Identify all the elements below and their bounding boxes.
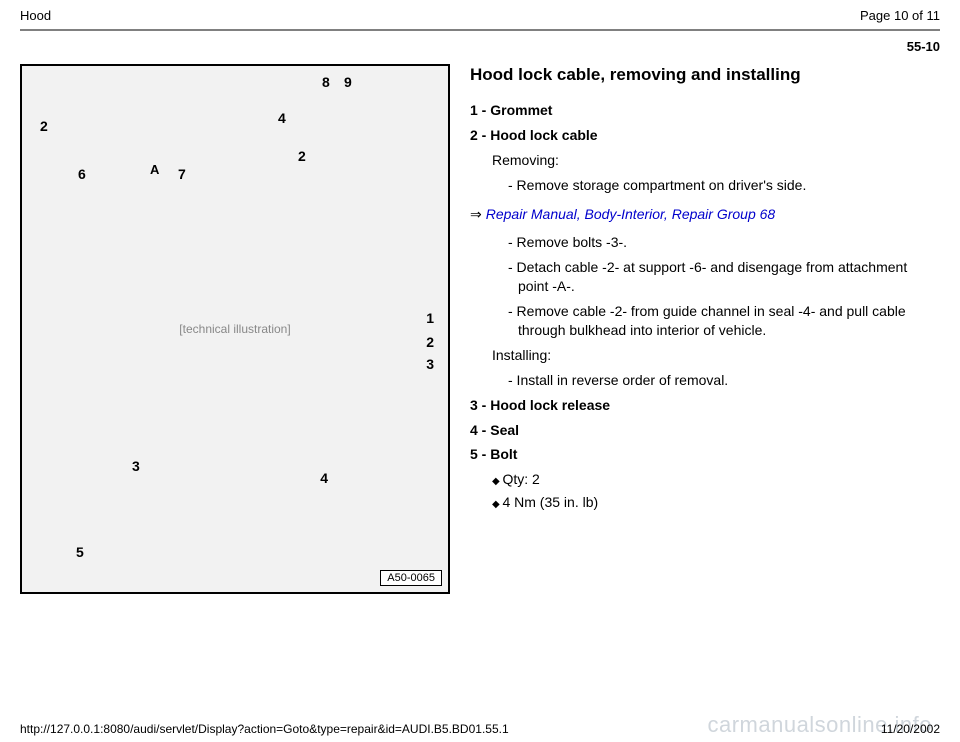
callout-2b: 2	[298, 148, 306, 164]
item-5-torque: 4 Nm (35 in. lb)	[492, 493, 940, 512]
section-title: Hood lock cable, removing and installing	[470, 64, 940, 87]
callout-2: 2	[40, 118, 48, 134]
content-row: [technical illustration] 2 6 A 7 8 9 4 2…	[20, 64, 940, 594]
callout-A: A	[150, 162, 159, 177]
step-remove-storage: - Remove storage compartment on driver's…	[508, 176, 940, 195]
callout-4b: 4	[278, 110, 286, 126]
item-3: 3 - Hood lock release	[470, 396, 940, 415]
page: Hood Page 10 of 11 55-10 [technical illu…	[0, 0, 960, 742]
link-arrow-icon: ⇒	[470, 206, 482, 222]
header-row: Hood Page 10 of 11	[20, 8, 940, 29]
callout-8: 8	[322, 74, 330, 90]
step-remove-bolts: - Remove bolts -3-.	[508, 233, 940, 252]
callout-3: 3	[426, 356, 434, 372]
callout-6: 6	[78, 166, 86, 182]
callout-9: 9	[344, 74, 352, 90]
callout-4: 4	[320, 470, 328, 486]
step-detach-cable: - Detach cable -2- at support -6- and di…	[508, 258, 940, 296]
item-1: 1 - Grommet	[470, 101, 940, 120]
step-install-reverse: - Install in reverse order of removal.	[508, 371, 940, 390]
repair-manual-link[interactable]: ⇒Repair Manual, Body-Interior, Repair Gr…	[470, 205, 940, 224]
callout-2c: 2	[426, 334, 434, 350]
footer-date: 11/20/2002	[881, 722, 940, 736]
callout-7: 7	[178, 166, 186, 182]
item-4: 4 - Seal	[470, 421, 940, 440]
footer: http://127.0.0.1:8080/audi/servlet/Displ…	[20, 722, 940, 736]
text-column: Hood lock cable, removing and installing…	[470, 64, 940, 594]
divider	[20, 29, 940, 31]
item-2: 2 - Hood lock cable	[470, 126, 940, 145]
installing-label: Installing:	[492, 346, 940, 365]
header-right: Page 10 of 11	[860, 8, 940, 23]
item-5-qty: Qty: 2	[492, 470, 940, 489]
header-left: Hood	[20, 8, 51, 23]
callout-3b: 3	[132, 458, 140, 474]
callout-1: 1	[426, 310, 434, 326]
figure-id-label: A50-0065	[380, 570, 442, 586]
item-5: 5 - Bolt	[470, 445, 940, 464]
section-code: 55-10	[20, 35, 940, 64]
step-remove-cable: - Remove cable -2- from guide channel in…	[508, 302, 940, 340]
footer-url: http://127.0.0.1:8080/audi/servlet/Displ…	[20, 722, 509, 736]
removing-label: Removing:	[492, 151, 940, 170]
callout-5: 5	[76, 544, 84, 560]
figure-placeholder: [technical illustration]	[22, 66, 448, 592]
repair-manual-link-text: Repair Manual, Body-Interior, Repair Gro…	[486, 206, 775, 222]
technical-figure: [technical illustration] 2 6 A 7 8 9 4 2…	[20, 64, 450, 594]
